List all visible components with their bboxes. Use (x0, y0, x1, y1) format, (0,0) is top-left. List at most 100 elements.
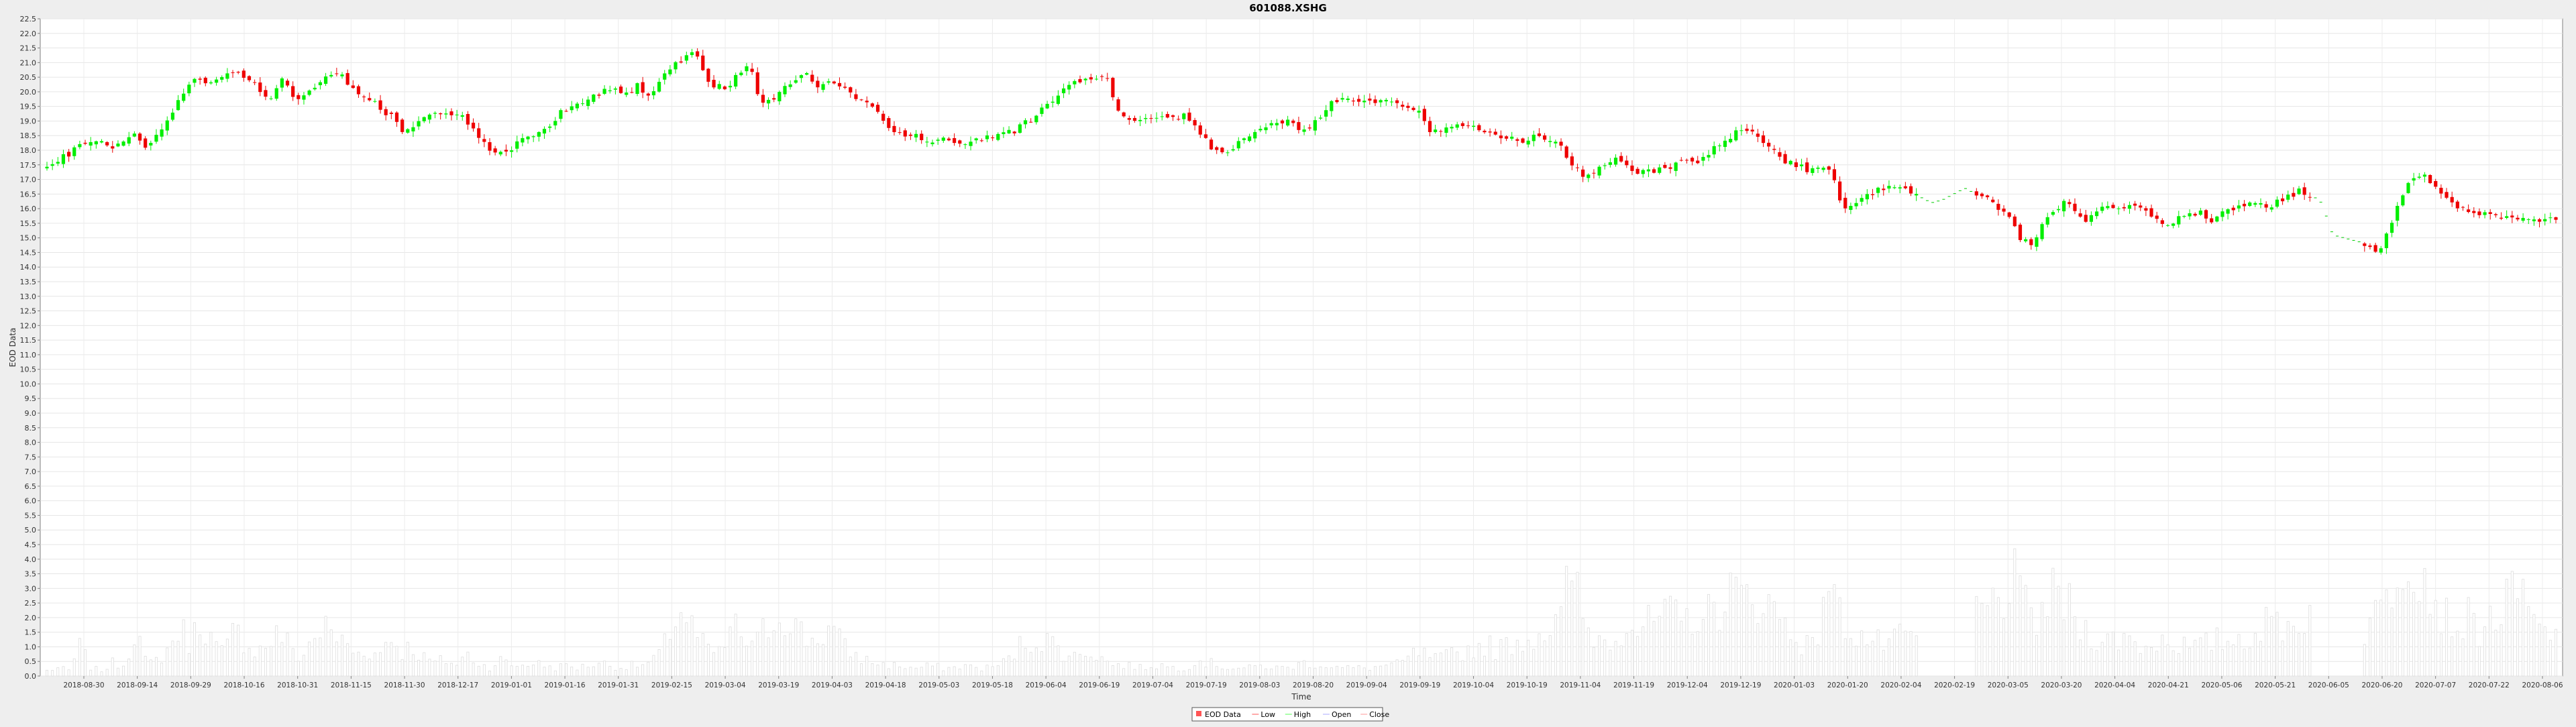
x-tick-label: 2019-05-03 (918, 681, 959, 689)
volume-bar (1860, 630, 1864, 677)
volume-bar (138, 636, 142, 677)
volume-bar (2308, 605, 2312, 677)
candle-body (220, 76, 224, 80)
y-tick-label: 9.0 (25, 409, 37, 418)
candle-body (417, 121, 421, 127)
volume-bar (308, 641, 311, 677)
candle-body (1171, 115, 1175, 117)
candle-body (2160, 220, 2164, 224)
candle-body (345, 72, 350, 85)
candle-body (449, 111, 453, 115)
candle-body (1646, 169, 1651, 172)
volume-bar (2051, 567, 2055, 677)
volume-bar (280, 642, 284, 677)
candle-body (509, 150, 514, 152)
candle-body (1302, 129, 1306, 132)
volume-bar (1220, 668, 1224, 677)
plot-area (40, 18, 2563, 677)
candle-body (2417, 176, 2421, 178)
candle-body (1384, 99, 1388, 102)
candle-body (111, 146, 115, 149)
y-tick-label: 10.0 (20, 380, 37, 388)
candle-body (783, 86, 787, 95)
legend-label: Low (1260, 710, 1275, 719)
volume-bar (1701, 619, 1705, 677)
candle-body (892, 125, 896, 133)
candle-body (1799, 164, 1804, 166)
candle-body (1411, 107, 1415, 111)
volume-bar (871, 663, 874, 677)
candle-body (1619, 156, 1623, 162)
volume-bar (2401, 589, 2404, 677)
volume-bar (2368, 618, 2371, 677)
volume-bar (1040, 651, 1043, 677)
volume-bar (980, 670, 983, 677)
candle-body (1356, 99, 1361, 102)
candle-body (2434, 180, 2438, 187)
volume-bar (1373, 666, 1377, 677)
candle-body (378, 100, 382, 110)
candle-body (2554, 217, 2558, 220)
candle-body (2078, 213, 2082, 217)
volume-bar (1510, 654, 1513, 677)
volume-bar (515, 666, 519, 677)
candle-body (498, 152, 502, 155)
volume-bar (876, 665, 879, 677)
candle-body (2127, 205, 2132, 209)
candle-body (214, 79, 219, 83)
candle-body (2363, 243, 2367, 246)
volume-bar (2133, 641, 2137, 677)
volume-bar (1915, 635, 1918, 677)
y-tick-label: 15.0 (20, 234, 37, 243)
candle-body (2177, 216, 2181, 225)
volume-bar (1636, 636, 1640, 677)
volume-bar (931, 665, 934, 677)
y-tick-label: 12.5 (20, 307, 37, 316)
x-tick-label: 2019-06-19 (1079, 681, 1120, 689)
volume-bar (494, 665, 497, 677)
volume-bar (1265, 668, 1268, 677)
volume-bar (849, 657, 852, 677)
candle-body (1696, 160, 1700, 164)
candle-body (734, 74, 738, 87)
volume-bar (209, 632, 213, 677)
volume-bar (2117, 649, 2121, 677)
legend-swatch (1196, 711, 1201, 716)
candle-body (1160, 116, 1164, 117)
candle-body (1521, 138, 1525, 143)
x-tick-label: 2020-06-05 (2308, 681, 2349, 689)
volume-bar (2418, 601, 2421, 677)
candle-body (936, 139, 940, 141)
volume-bar (1680, 620, 1683, 677)
candle-body (2040, 224, 2044, 239)
volume-bar (439, 655, 442, 677)
volume-bar (248, 648, 251, 677)
candle-body (264, 90, 268, 97)
candle-body (99, 141, 104, 143)
volume-bar (297, 661, 300, 677)
volume-bar (1991, 588, 1994, 677)
volume-bar (1762, 613, 1765, 677)
volume-bar (1401, 660, 1404, 677)
volume-bar (2123, 632, 2126, 677)
candle-body (2280, 198, 2285, 202)
volume-bar (1034, 647, 1038, 677)
volume-bar (1668, 596, 1672, 677)
candle-body (225, 73, 229, 79)
volume-bar (991, 666, 994, 677)
candle-body (1258, 129, 1263, 131)
volume-bar (1084, 655, 1087, 677)
volume-bar (2210, 650, 2213, 677)
volume-bar (701, 632, 704, 677)
candle-body (597, 95, 601, 96)
candle-body (1898, 187, 1902, 188)
y-tick-label: 21.5 (20, 44, 37, 53)
candle-body (625, 92, 629, 95)
candle-body (2396, 205, 2400, 221)
candle-body (2445, 192, 2449, 198)
candle-body (198, 78, 202, 80)
candle-body (1231, 149, 1235, 151)
candle-body (2035, 237, 2039, 247)
y-tick-label: 5.0 (25, 526, 37, 535)
candle-body (1504, 136, 1509, 139)
